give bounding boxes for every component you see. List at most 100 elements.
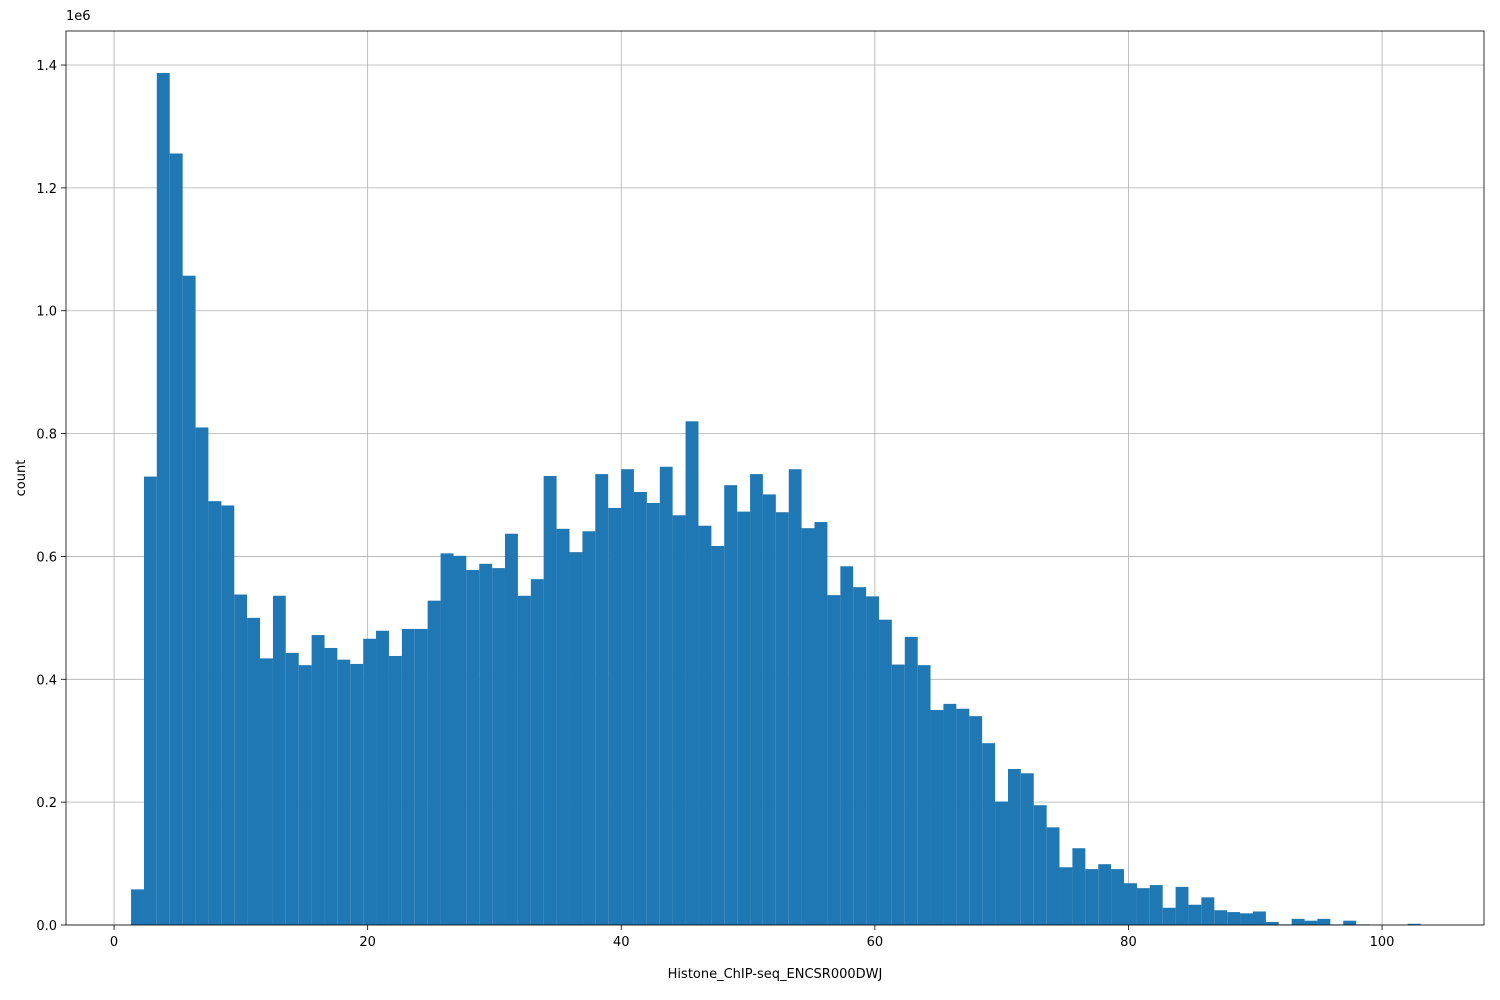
bar	[182, 275, 196, 925]
bar	[1201, 897, 1215, 925]
bar	[891, 664, 905, 925]
bar	[440, 553, 454, 925]
y-offset-label: 1e6	[66, 9, 91, 24]
bar	[414, 628, 428, 925]
bar	[1343, 920, 1357, 925]
bar	[169, 153, 183, 926]
y-tick-label: 0.2	[36, 796, 57, 811]
bar	[801, 528, 815, 925]
bar	[814, 522, 828, 925]
y-axis-label: count	[14, 460, 29, 497]
x-tick-label: 0	[110, 935, 118, 950]
y-tick-label: 1.0	[36, 305, 57, 320]
bar	[1265, 921, 1279, 925]
bar	[969, 716, 983, 925]
bar	[1407, 923, 1421, 925]
bar	[582, 531, 596, 925]
bar	[762, 494, 776, 925]
bar	[1124, 883, 1137, 925]
bar	[234, 594, 248, 925]
bar	[956, 708, 970, 925]
bar	[337, 659, 351, 925]
bar	[1227, 912, 1241, 925]
bar	[827, 595, 841, 925]
x-tick-label: 20	[359, 935, 376, 950]
bar	[143, 476, 157, 925]
bar	[1072, 848, 1086, 925]
bar	[569, 552, 583, 925]
bar	[543, 475, 557, 925]
bar	[646, 503, 660, 925]
y-tick-label: 0.4	[36, 673, 57, 688]
bar	[633, 491, 647, 925]
bar	[156, 73, 170, 925]
y-tick-label: 0.0	[36, 919, 57, 934]
bar	[1162, 907, 1176, 925]
bar	[1059, 867, 1073, 925]
bar	[272, 595, 286, 925]
bar	[1033, 805, 1047, 925]
bar	[930, 710, 944, 925]
bar	[724, 485, 738, 925]
bar	[1317, 918, 1331, 925]
bar	[247, 617, 261, 925]
bar	[737, 511, 751, 925]
bar	[788, 469, 802, 925]
bar	[376, 630, 389, 925]
bar	[453, 555, 467, 925]
bar	[1240, 913, 1253, 925]
bar	[904, 636, 918, 925]
bar	[608, 507, 622, 925]
bar	[427, 600, 441, 925]
bar	[324, 647, 338, 925]
plot-frame	[65, 30, 1485, 926]
bar	[401, 628, 415, 925]
bar	[1175, 886, 1189, 925]
bar	[221, 505, 235, 925]
bar	[388, 655, 402, 925]
bar	[208, 501, 222, 925]
bar	[1098, 864, 1112, 925]
bar	[1214, 910, 1228, 925]
bar	[1304, 920, 1318, 925]
bar	[866, 596, 880, 925]
bar	[595, 474, 609, 925]
bar	[879, 619, 892, 925]
bar	[195, 427, 209, 925]
bar	[492, 568, 505, 925]
bar	[1085, 869, 1099, 925]
bar	[311, 635, 325, 925]
bar	[853, 587, 867, 925]
bar	[917, 665, 931, 925]
y-tick-label: 1.4	[36, 59, 57, 74]
bar	[479, 563, 493, 925]
bar	[504, 533, 518, 925]
bar	[1149, 885, 1163, 925]
bar	[131, 889, 144, 925]
bar	[621, 469, 634, 925]
x-tick-label: 40	[613, 935, 630, 950]
x-axis-label: Histone_ChIP-seq_ENCSR000DWJ	[668, 967, 883, 982]
bar	[298, 665, 312, 925]
bar	[982, 743, 996, 925]
x-tick-label: 100	[1370, 935, 1395, 950]
bar	[775, 512, 789, 925]
bar	[1291, 918, 1305, 925]
bar	[943, 703, 957, 925]
bar	[672, 515, 686, 925]
bar	[840, 566, 854, 925]
bar	[530, 579, 544, 925]
bar	[1136, 888, 1150, 925]
bar	[1188, 904, 1202, 925]
bar	[750, 474, 763, 925]
bar	[466, 569, 480, 925]
bar	[659, 466, 673, 925]
bar	[1046, 827, 1060, 925]
bar	[517, 595, 531, 925]
x-tick-label: 80	[1120, 935, 1137, 950]
bar	[285, 652, 299, 925]
bar	[995, 801, 1008, 925]
bar	[260, 658, 273, 925]
bar	[1020, 773, 1034, 925]
